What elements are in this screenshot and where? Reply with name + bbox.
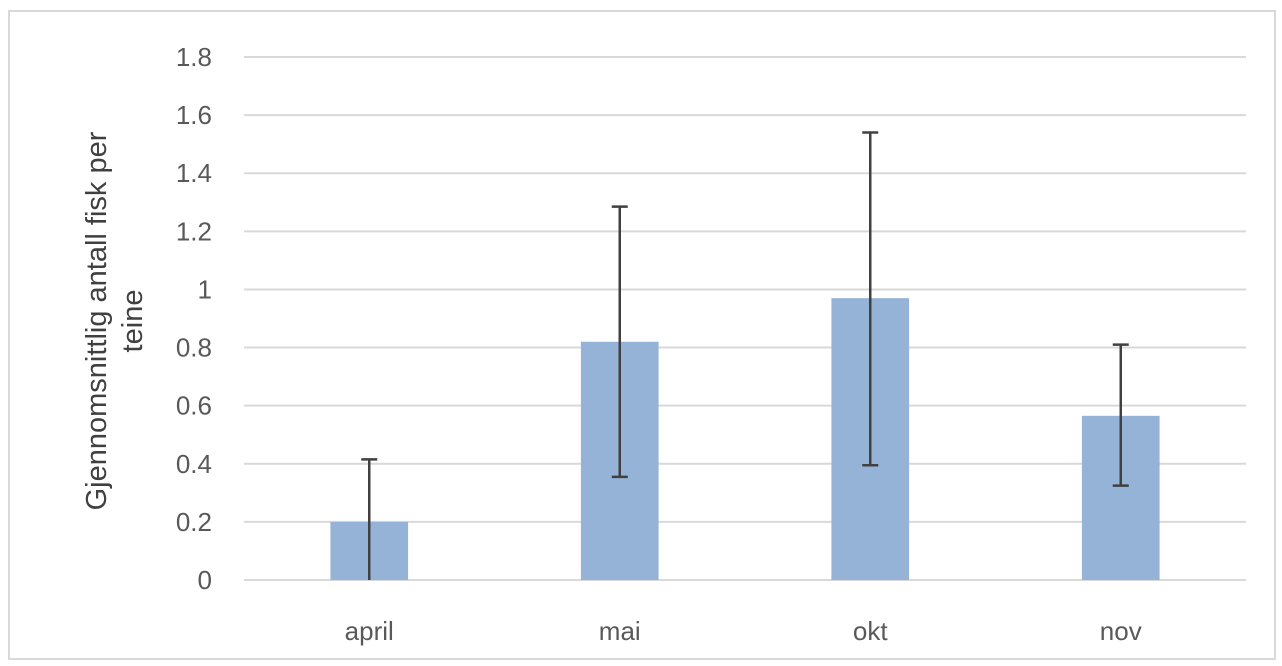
error-bars [361, 131, 1129, 580]
bars [330, 298, 1160, 580]
y-tick-label-6: 1.2 [176, 216, 212, 246]
y-tick-label-9: 1.8 [176, 42, 212, 72]
y-tick-label-1: 0.2 [176, 507, 212, 537]
y-tick-label-4: 0.8 [176, 333, 212, 363]
y-axis-label-line-2: teine [117, 290, 149, 353]
y-tick-label-3: 0.6 [176, 391, 212, 421]
x-tick-label-nov: nov [1100, 616, 1142, 646]
x-tick-label-okt: okt [853, 616, 888, 646]
gridlines [244, 56, 1246, 581]
y-tick-label-5: 1 [198, 274, 212, 304]
chart-frame [8, 10, 1276, 660]
x-tick-label-april: april [345, 616, 394, 646]
x-tick-label-mai: mai [599, 616, 641, 646]
y-tick-label-2: 0.4 [176, 449, 212, 479]
y-tick-label-0: 0 [198, 565, 212, 595]
x-tick-labels: april mai okt nov [345, 616, 1142, 646]
y-tick-label-8: 1.6 [176, 100, 212, 130]
y-tick-labels: 0 0.2 0.4 0.6 0.8 1 1.2 1.4 1.6 1.8 [176, 42, 212, 595]
y-tick-label-7: 1.4 [176, 158, 212, 188]
y-axis-label-line-1: Gjennomsnittlig antall fisk per [81, 131, 113, 510]
